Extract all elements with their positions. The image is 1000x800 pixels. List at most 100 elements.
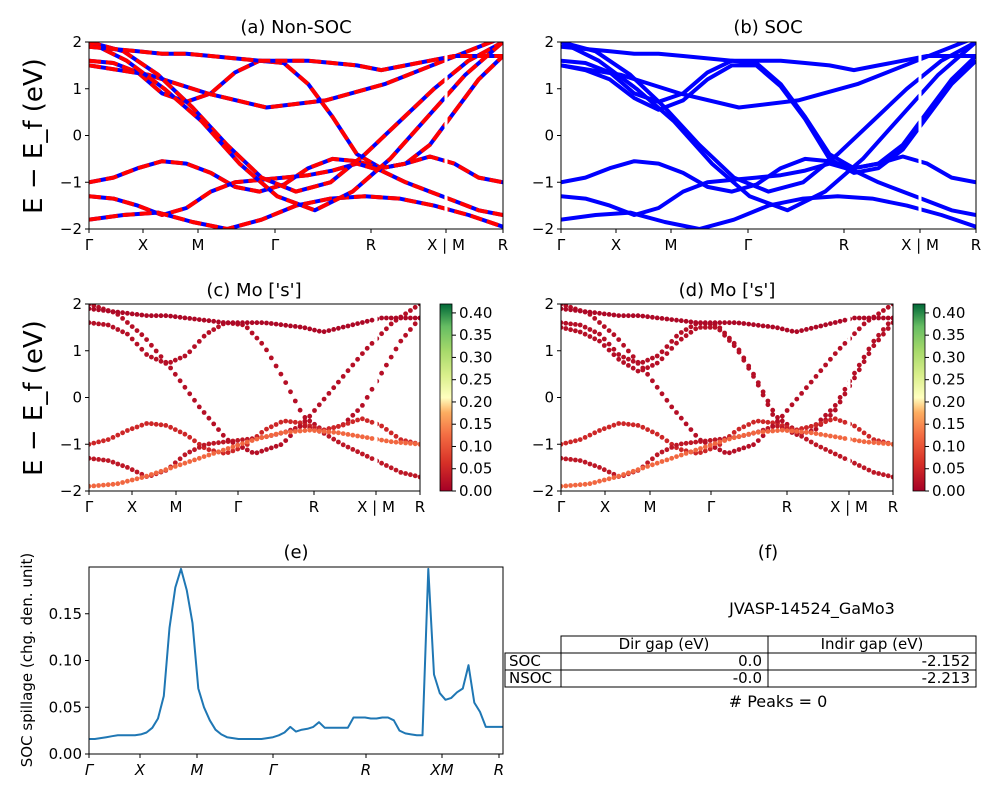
band-point <box>804 436 809 442</box>
band-point <box>871 470 877 475</box>
band-point <box>842 391 848 397</box>
band-point <box>707 320 713 326</box>
x-tick-label: R <box>494 761 504 779</box>
band-point <box>597 331 602 337</box>
band-point <box>244 439 250 445</box>
band-point <box>182 460 188 466</box>
band-point <box>230 448 236 454</box>
band-point <box>702 440 708 445</box>
band-point <box>177 462 183 468</box>
table-col-header: Dir gap (eV) <box>619 635 710 653</box>
band-point <box>760 419 766 425</box>
band-point <box>601 324 607 329</box>
band-point <box>412 321 418 327</box>
band-point <box>340 442 346 448</box>
band-point <box>616 313 622 318</box>
band-point <box>601 336 607 342</box>
band-point <box>249 320 255 326</box>
band-point <box>278 371 284 377</box>
band-point <box>808 325 814 331</box>
band-point <box>650 462 655 468</box>
band-point <box>601 343 607 348</box>
band-point <box>403 332 408 338</box>
band-point <box>211 318 217 324</box>
band-point <box>393 439 399 445</box>
band-point <box>606 424 612 430</box>
band-point <box>96 321 101 327</box>
band-point <box>832 407 838 413</box>
band-point <box>871 315 877 321</box>
band-point <box>568 439 573 445</box>
band-point <box>678 441 684 447</box>
y-tick-label: 0 <box>72 389 82 407</box>
y-tick-label: 1 <box>72 80 82 98</box>
band-point <box>412 441 418 447</box>
band-point <box>654 360 660 366</box>
band-point <box>823 432 828 438</box>
band-point <box>134 476 140 482</box>
band-point <box>659 391 665 397</box>
band-point <box>201 454 207 459</box>
band-point <box>770 412 776 417</box>
x-tick-label: Γ <box>269 761 279 779</box>
band-point <box>288 323 293 329</box>
band-point <box>192 457 197 463</box>
band-point <box>770 324 776 330</box>
band-point <box>350 322 356 328</box>
band-point <box>861 465 867 471</box>
band-point <box>876 337 881 343</box>
plot-area <box>561 42 976 229</box>
x-tick-label: X | M <box>901 236 939 254</box>
band-point <box>741 445 747 451</box>
x-tick-label: X <box>611 236 621 254</box>
axes-frame <box>560 303 894 492</box>
band-point <box>326 429 332 435</box>
band-point <box>89 304 92 307</box>
band-point <box>307 326 313 332</box>
band-point <box>244 325 250 331</box>
band-point <box>582 309 588 314</box>
band-point <box>120 430 125 436</box>
band-line <box>561 59 976 175</box>
band-point <box>91 304 97 308</box>
band-point <box>601 311 607 317</box>
band-point <box>837 435 843 440</box>
band-point <box>105 308 111 314</box>
band-point <box>722 438 727 443</box>
y-tick-label: 2 <box>72 33 82 51</box>
band-point <box>837 399 843 405</box>
band-point <box>172 460 178 466</box>
band-point <box>818 432 824 437</box>
band-point <box>187 449 193 455</box>
x-tick-label: M <box>192 236 205 254</box>
band-point <box>134 424 140 430</box>
band-point <box>196 404 202 410</box>
panel-f-title: (f) <box>758 542 778 563</box>
panel-a-ylabel: E − E_f (eV) <box>19 58 49 214</box>
band-point <box>172 357 178 363</box>
band-point <box>885 321 891 327</box>
band-point <box>158 422 164 428</box>
band-point <box>105 482 111 488</box>
band-point <box>669 346 675 351</box>
plot-background <box>561 304 893 491</box>
band-point <box>360 451 365 457</box>
band-point <box>355 449 360 455</box>
band-point <box>105 322 111 328</box>
band-point <box>331 385 337 391</box>
band-point <box>616 356 622 362</box>
band-point <box>808 424 814 429</box>
band-point <box>331 436 337 442</box>
band-point <box>316 402 322 408</box>
band-point <box>129 426 135 432</box>
band-point <box>654 353 660 359</box>
band-point <box>755 382 761 388</box>
band-point <box>837 345 843 351</box>
band-line-nsoc <box>89 154 503 194</box>
band-point <box>799 391 804 396</box>
band-point <box>698 437 703 443</box>
band-point <box>153 421 159 427</box>
band-point <box>611 352 617 358</box>
colorbar-tick-label: 0.00 <box>459 482 492 500</box>
band-point <box>804 327 809 332</box>
